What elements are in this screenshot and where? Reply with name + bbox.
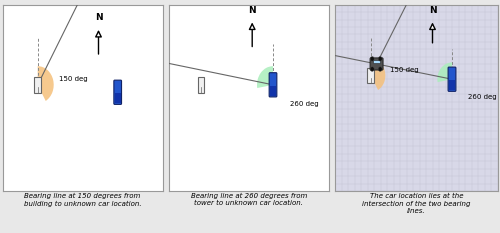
Circle shape bbox=[370, 67, 374, 71]
Text: 260 deg: 260 deg bbox=[468, 94, 496, 100]
Wedge shape bbox=[257, 66, 273, 88]
Text: N: N bbox=[248, 6, 256, 15]
Text: 150 deg: 150 deg bbox=[390, 67, 419, 73]
Text: The car location lies at the
intersection of the two bearing
lines.: The car location lies at the intersectio… bbox=[362, 193, 470, 213]
Wedge shape bbox=[438, 62, 452, 82]
Wedge shape bbox=[371, 59, 386, 90]
FancyBboxPatch shape bbox=[368, 68, 374, 83]
Circle shape bbox=[370, 57, 374, 61]
FancyBboxPatch shape bbox=[34, 77, 41, 93]
FancyBboxPatch shape bbox=[374, 60, 380, 63]
FancyBboxPatch shape bbox=[270, 86, 276, 96]
FancyBboxPatch shape bbox=[448, 67, 456, 91]
FancyBboxPatch shape bbox=[114, 93, 120, 103]
Text: Bearing line at 150 degrees from
building to unknown car location.: Bearing line at 150 degrees from buildin… bbox=[24, 193, 142, 207]
Circle shape bbox=[378, 67, 382, 71]
Text: 260 deg: 260 deg bbox=[290, 100, 318, 106]
FancyBboxPatch shape bbox=[269, 73, 277, 97]
FancyBboxPatch shape bbox=[114, 80, 122, 104]
Text: N: N bbox=[94, 13, 102, 22]
Text: Bearing line at 260 degrees from
tower to unknown car location.: Bearing line at 260 degrees from tower t… bbox=[191, 193, 307, 206]
Wedge shape bbox=[38, 66, 54, 101]
FancyBboxPatch shape bbox=[449, 80, 455, 90]
Text: N: N bbox=[428, 6, 436, 15]
Text: 150 deg: 150 deg bbox=[58, 76, 87, 82]
Circle shape bbox=[378, 57, 382, 61]
FancyBboxPatch shape bbox=[198, 77, 204, 93]
FancyBboxPatch shape bbox=[370, 58, 383, 70]
